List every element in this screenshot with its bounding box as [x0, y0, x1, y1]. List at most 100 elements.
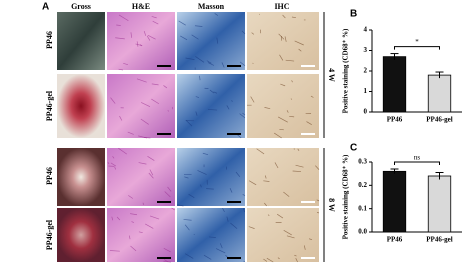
tissue-texture — [180, 35, 188, 41]
micrograph — [247, 148, 319, 206]
tissue-texture — [202, 152, 209, 156]
tissue-texture — [114, 166, 117, 170]
tissue-texture — [206, 60, 212, 64]
tissue-texture — [298, 48, 302, 52]
tissue-texture — [264, 107, 271, 110]
tissue-texture — [308, 238, 313, 241]
micrograph — [247, 74, 319, 138]
bar — [382, 170, 407, 233]
tissue-texture — [263, 180, 270, 182]
x-tick-label: PP46-gel — [426, 236, 452, 244]
tissue-texture — [178, 20, 186, 26]
tissue-texture — [277, 116, 288, 123]
tissue-texture — [109, 250, 120, 252]
bar — [427, 175, 452, 233]
tissue-texture — [209, 236, 216, 238]
micrograph — [57, 208, 105, 262]
column-header: H&E — [132, 2, 150, 11]
tissue-texture — [138, 162, 147, 165]
tissue-texture — [291, 80, 293, 83]
tissue-texture — [193, 233, 195, 236]
tissue-texture — [200, 184, 202, 188]
tissue-texture — [250, 96, 255, 103]
tissue-texture — [146, 35, 151, 41]
tissue-texture — [256, 148, 265, 155]
tissue-texture — [135, 43, 143, 46]
tissue-texture — [242, 112, 246, 116]
tissue-texture — [118, 14, 129, 22]
tissue-texture — [149, 169, 154, 176]
y-tick-label: 0.0 — [358, 228, 367, 236]
tissue-texture — [280, 83, 286, 87]
significance-bracket — [394, 161, 440, 165]
tissue-texture — [226, 105, 230, 110]
significance-label: ns — [414, 154, 421, 162]
tissue-texture — [140, 102, 151, 108]
tissue-texture — [110, 97, 116, 104]
micrograph — [57, 12, 105, 70]
tissue-texture — [274, 162, 279, 169]
tissue-texture — [277, 257, 280, 260]
tissue-texture — [194, 25, 203, 27]
bar — [427, 74, 452, 113]
micrograph — [177, 12, 245, 70]
tissue-texture — [149, 215, 160, 220]
tissue-texture — [184, 253, 194, 259]
tissue-texture — [282, 14, 286, 19]
tissue-texture — [286, 235, 295, 239]
y-tick-label: 0.3 — [358, 158, 367, 166]
tissue-texture — [295, 258, 298, 263]
tissue-texture — [295, 164, 304, 168]
tissue-texture — [164, 191, 171, 198]
tissue-texture — [242, 194, 246, 196]
tissue-texture — [116, 216, 121, 221]
y-tick-label: 0.1 — [358, 204, 367, 212]
tissue-texture — [171, 207, 175, 211]
micrograph — [107, 74, 175, 138]
tissue-texture — [119, 115, 123, 121]
panel-label: B — [350, 9, 357, 20]
tissue-texture — [136, 41, 139, 47]
y-tick-label: 3 — [364, 46, 368, 54]
tissue-texture — [184, 224, 190, 231]
tissue-texture — [142, 202, 145, 205]
tissue-texture — [207, 109, 218, 111]
tissue-texture — [147, 156, 155, 161]
tissue-texture — [294, 254, 297, 257]
y-tick-label: 4 — [364, 26, 368, 34]
tissue-texture — [221, 62, 225, 68]
tissue-texture — [143, 31, 147, 36]
tissue-texture — [136, 78, 147, 83]
tissue-texture — [279, 128, 284, 131]
micrograph — [177, 148, 245, 206]
tissue-texture — [163, 259, 169, 263]
tissue-texture — [195, 96, 200, 98]
y-axis-label: Positive staining (CD68⁺ %) — [342, 28, 350, 113]
tissue-texture — [138, 231, 143, 234]
tissue-texture — [203, 254, 212, 260]
tissue-texture — [278, 33, 285, 40]
tissue-texture — [191, 34, 199, 40]
micrograph — [177, 208, 245, 262]
tissue-texture — [289, 115, 295, 118]
tissue-texture — [286, 110, 289, 113]
significance-bracket — [394, 46, 440, 50]
tissue-texture — [145, 223, 154, 229]
tissue-texture — [118, 68, 124, 71]
panel-label: A — [42, 2, 49, 13]
tissue-texture — [231, 100, 233, 102]
tissue-texture — [248, 226, 255, 229]
micrograph — [247, 208, 319, 262]
tissue-texture — [222, 207, 225, 213]
tissue-texture — [185, 57, 195, 60]
significance-label: * — [415, 38, 419, 46]
tissue-texture — [251, 32, 255, 35]
tissue-texture — [130, 213, 138, 216]
tissue-texture — [131, 221, 135, 223]
micrograph — [57, 148, 105, 206]
tissue-texture — [177, 204, 184, 207]
tissue-texture — [292, 170, 302, 172]
tissue-texture — [111, 216, 114, 221]
tissue-texture — [276, 213, 284, 219]
tissue-texture — [118, 147, 127, 155]
